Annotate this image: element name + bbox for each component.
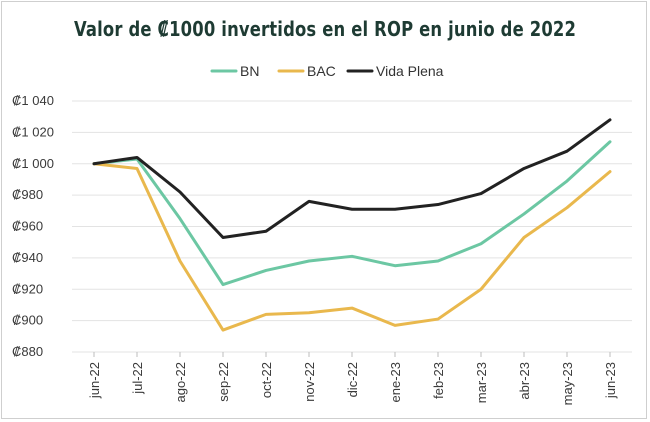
y-tick-label: ₡960 <box>12 219 43 234</box>
x-tick-label: may-23 <box>560 362 575 405</box>
x-tick-label: sep-22 <box>216 362 231 402</box>
y-tick-label: ₡1 040 <box>12 93 54 108</box>
x-tick-label: mar-23 <box>474 362 489 403</box>
x-tick-label: feb-23 <box>431 362 446 399</box>
y-tick-label: ₡880 <box>12 344 43 359</box>
x-tick-label: dic-22 <box>345 362 360 397</box>
series-line-bn <box>92 140 612 287</box>
x-tick-label: ago-22 <box>173 362 188 402</box>
x-tick-label: jun-22 <box>87 362 102 399</box>
legend-label-bn: BN <box>240 63 259 79</box>
x-tick-label: oct-22 <box>259 362 274 398</box>
y-tick-label: ₡980 <box>12 187 43 202</box>
x-tick-label: abr-23 <box>517 362 532 400</box>
x-tick-label: ene-23 <box>388 362 403 402</box>
x-tick-label: jun-23 <box>603 362 618 399</box>
y-tick-label: ₡1 020 <box>12 124 54 139</box>
x-tick-label: jul-22 <box>130 362 145 395</box>
y-tick-label: ₡1 000 <box>12 156 54 171</box>
x-tick-label: nov-22 <box>302 362 317 402</box>
legend-label-bac: BAC <box>307 63 336 79</box>
y-tick-label: ₡920 <box>12 281 43 296</box>
y-tick-label: ₡900 <box>12 313 43 328</box>
legend-label-vida-plena: Vida Plena <box>376 63 444 79</box>
y-tick-label: ₡940 <box>12 250 43 265</box>
chart-title: Valor de ₡1000 invertidos en el ROP en j… <box>73 17 577 41</box>
series-line-vida-plena <box>92 118 612 239</box>
series-line-bac <box>92 162 612 332</box>
